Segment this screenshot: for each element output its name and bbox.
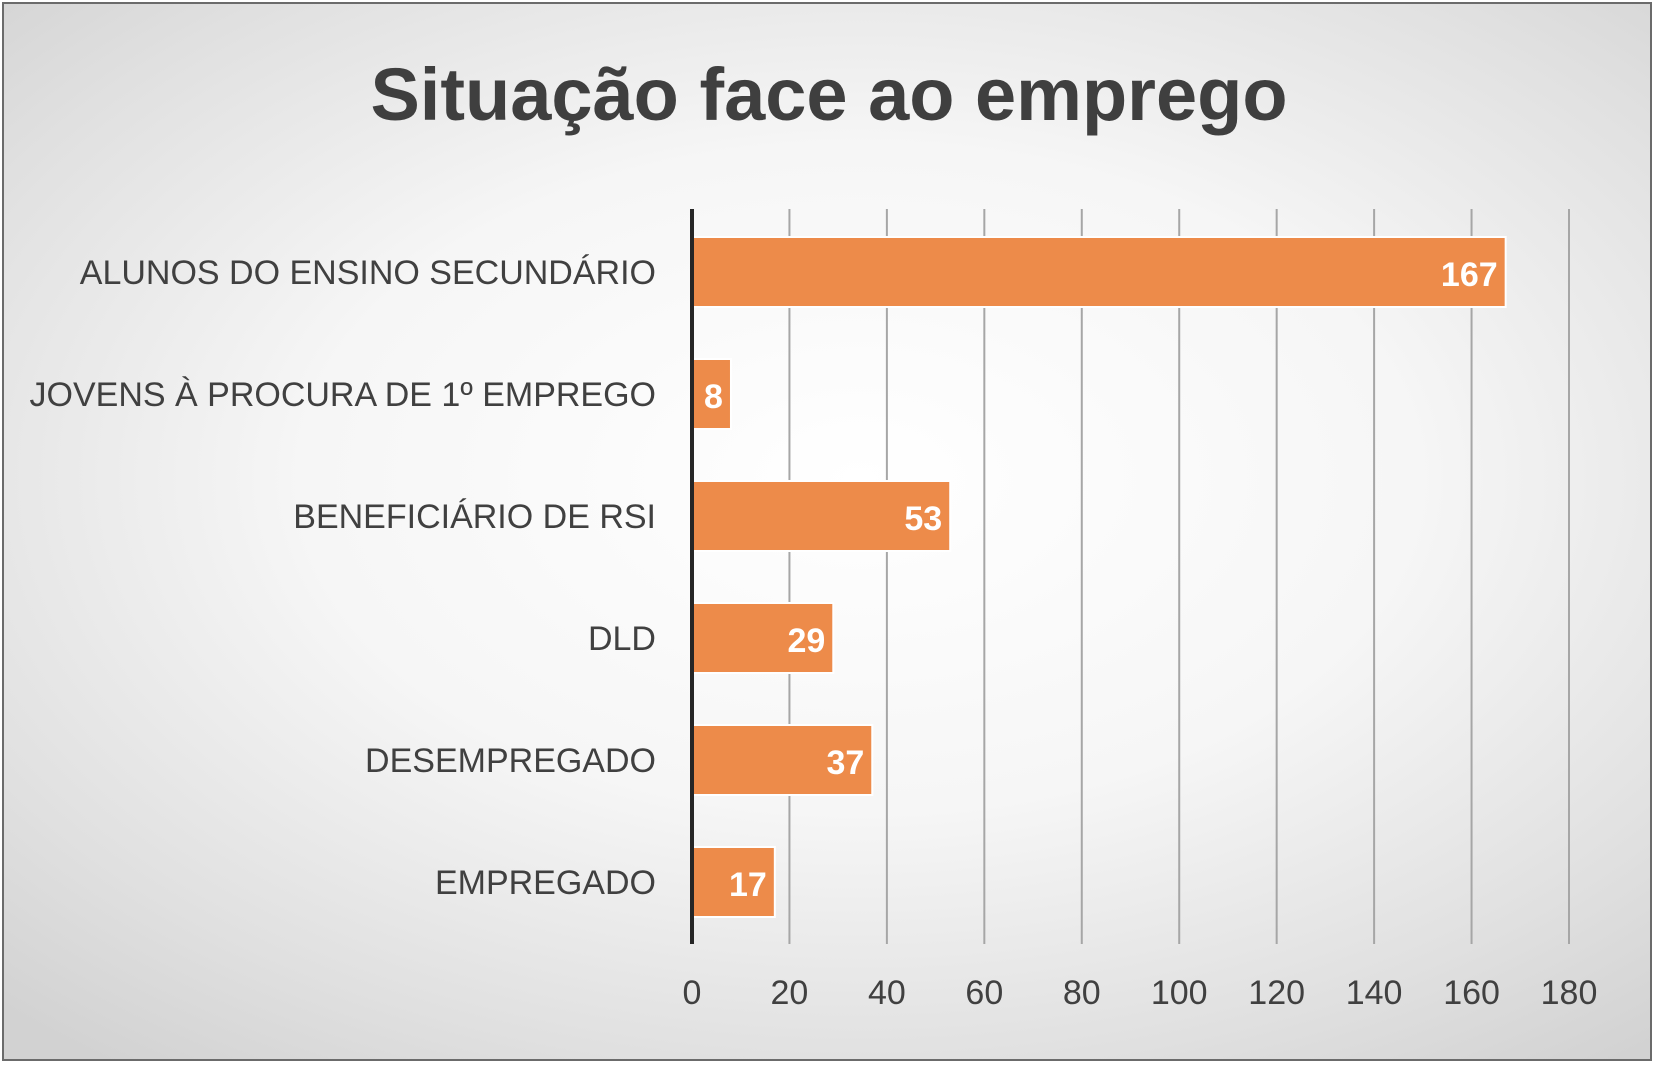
x-tick-label: 40 (868, 974, 906, 1012)
bar (691, 236, 1507, 308)
category-label: BENEFICIÁRIO DE RSI (293, 498, 656, 536)
data-label: 17 (729, 866, 767, 904)
bar (691, 724, 874, 796)
x-tick-label: 180 (1541, 974, 1598, 1012)
x-tick-label: 120 (1248, 974, 1305, 1012)
category-label: EMPREGADO (435, 864, 656, 902)
category-label: DESEMPREGADO (365, 742, 656, 780)
bar (691, 480, 952, 552)
data-label: 167 (1441, 256, 1498, 294)
x-tick-label: 160 (1443, 974, 1500, 1012)
chart-title: Situação face ao emprego (370, 53, 1288, 136)
chart-plot: ALUNOS DO ENSINO SECUNDÁRIO 167 JOVENS À P… (30, 209, 1598, 1012)
data-label: 53 (904, 500, 942, 538)
bar (691, 602, 835, 674)
x-tick-label: 60 (965, 974, 1003, 1012)
x-tick-label: 140 (1346, 974, 1403, 1012)
bar (691, 846, 776, 918)
x-tick-label: 0 (683, 974, 702, 1012)
data-label: 8 (704, 378, 723, 416)
x-tick-label: 100 (1151, 974, 1208, 1012)
category-label: JOVENS À PROCURA DE 1º EMPREGO (30, 376, 656, 414)
data-label: 29 (787, 622, 825, 660)
x-tick-label: 20 (771, 974, 809, 1012)
data-label: 37 (826, 744, 864, 782)
x-tick-label: 80 (1063, 974, 1101, 1012)
bar (691, 358, 732, 430)
category-label: DLD (588, 620, 656, 658)
category-label: ALUNOS DO ENSINO SECUNDÁRIO (80, 254, 656, 292)
